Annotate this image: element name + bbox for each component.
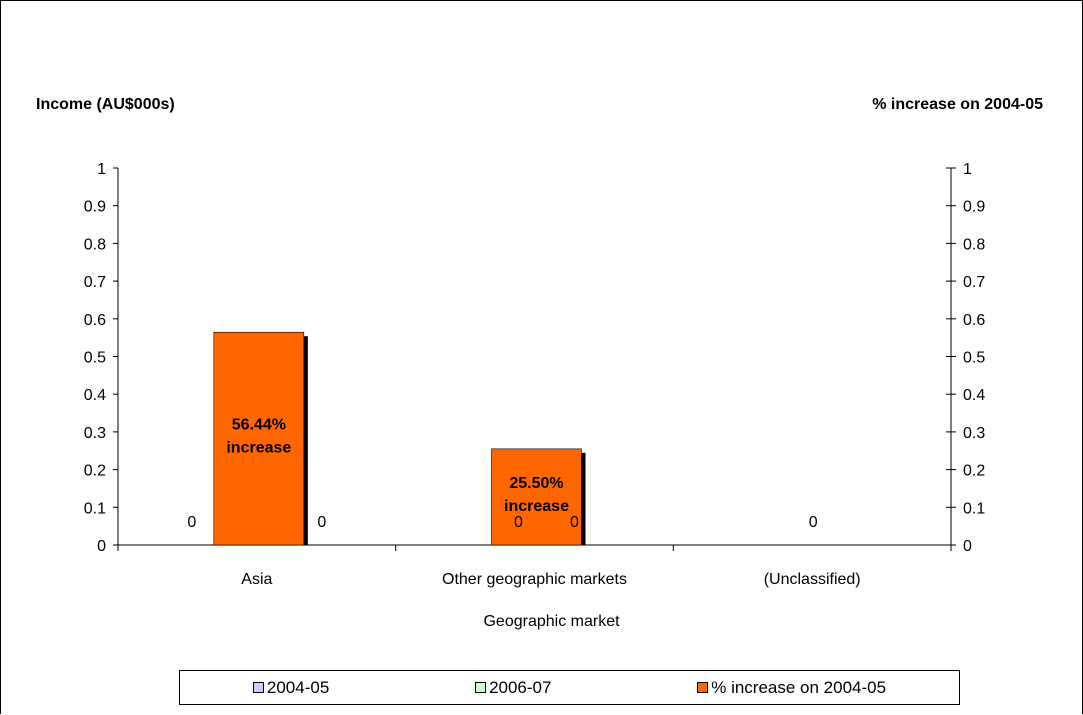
left-tick-label: 0.9 bbox=[84, 199, 106, 216]
zero-data-label: 0 bbox=[570, 514, 579, 531]
legend-swatch-increase bbox=[697, 682, 709, 693]
x-tick-label: Other geographic markets bbox=[442, 571, 627, 588]
right-tick-label: 0.5 bbox=[963, 350, 985, 367]
right-tick-label: 0.8 bbox=[963, 236, 985, 253]
right-tick-label: 0.7 bbox=[963, 274, 985, 291]
zero-data-label: 0 bbox=[317, 514, 326, 531]
left-tick-label: 0.1 bbox=[84, 500, 106, 517]
left-tick-label: 0.8 bbox=[84, 236, 106, 253]
left-tick-label: 0.3 bbox=[84, 425, 106, 442]
right-tick-label: 0.2 bbox=[963, 463, 985, 480]
legend-swatch-2006-07 bbox=[475, 682, 487, 693]
left-tick-label: 1 bbox=[97, 161, 106, 178]
bar-data-label: 56.44% bbox=[232, 417, 286, 434]
left-axis-title: Income (AU$000s) bbox=[36, 96, 175, 113]
left-tick-label: 0.4 bbox=[84, 387, 106, 404]
bar-increase bbox=[213, 331, 305, 546]
bar-data-label: 25.50% bbox=[509, 475, 563, 492]
right-tick-label: 0.3 bbox=[963, 425, 985, 442]
zero-data-label: 0 bbox=[187, 514, 196, 531]
zero-data-label: 0 bbox=[809, 514, 818, 531]
x-tick-label: Asia bbox=[241, 571, 272, 588]
legend-item-2006-07: 2006-07 bbox=[475, 678, 551, 698]
legend-label-2006-07: 2006-07 bbox=[489, 677, 552, 697]
bar-increase bbox=[491, 448, 582, 546]
legend: 2004-05 2006-07 % increase on 2004-05 bbox=[179, 670, 960, 705]
x-tick-label: (Unclassified) bbox=[764, 571, 861, 588]
zero-data-label: 0 bbox=[514, 514, 523, 531]
left-tick-label: 0.2 bbox=[84, 463, 106, 480]
x-axis-label: Geographic market bbox=[483, 613, 620, 630]
bar-data-label: increase bbox=[226, 440, 291, 457]
legend-label-increase: % increase on 2004-05 bbox=[711, 677, 887, 697]
left-tick-label: 0.6 bbox=[84, 312, 106, 329]
right-tick-label: 0.6 bbox=[963, 312, 985, 329]
legend-item-increase: % increase on 2004-05 bbox=[697, 678, 886, 698]
bar-data-label: increase bbox=[504, 498, 569, 515]
right-tick-label: 1 bbox=[963, 161, 972, 178]
left-tick-label: 0.5 bbox=[84, 350, 106, 367]
left-tick-label: 0.7 bbox=[84, 274, 106, 291]
right-tick-label: 0.9 bbox=[963, 199, 985, 216]
right-tick-label: 0 bbox=[963, 538, 972, 555]
right-axis-title: % increase on 2004-05 bbox=[872, 96, 1043, 113]
legend-swatch-2004-05 bbox=[252, 682, 264, 693]
right-tick-label: 0.4 bbox=[963, 387, 985, 404]
left-tick-label: 0 bbox=[97, 538, 106, 555]
right-tick-label: 0.1 bbox=[963, 500, 985, 517]
legend-item-2004-05: 2004-05 bbox=[252, 677, 330, 698]
legend-label-2004-05: 2004-05 bbox=[266, 677, 330, 697]
